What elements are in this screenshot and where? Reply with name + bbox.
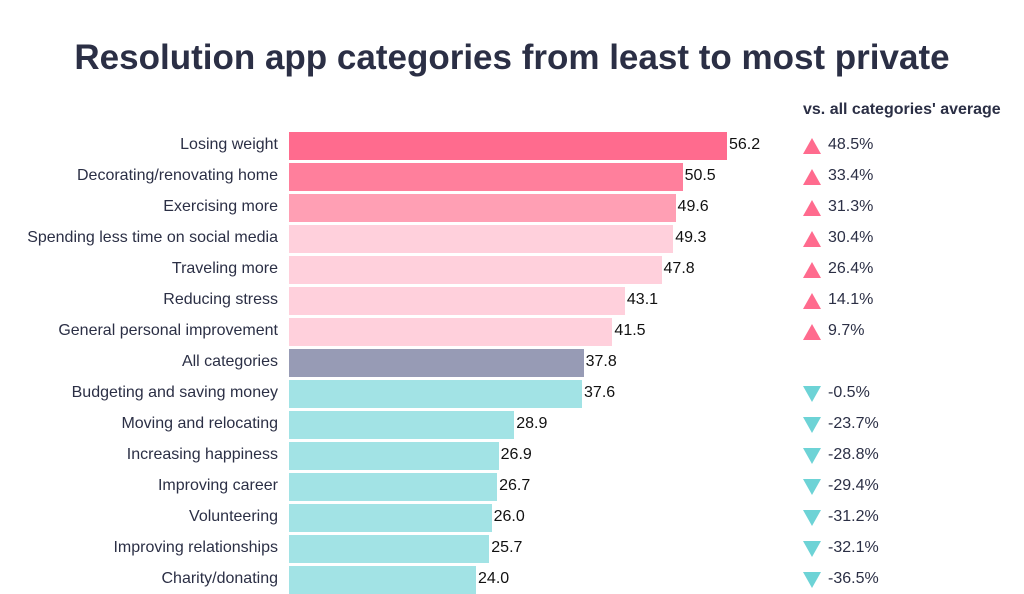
value-label: 49.3 bbox=[675, 229, 707, 246]
vs-average-label: 14.1% bbox=[828, 291, 874, 308]
vs-average-label: 30.4% bbox=[828, 229, 874, 246]
vs-average-label: 33.4% bbox=[828, 167, 874, 184]
value-label: 37.8 bbox=[585, 353, 617, 370]
up-triangle-icon bbox=[803, 293, 821, 309]
up-triangle-icon bbox=[803, 138, 821, 154]
value-label: 50.5 bbox=[684, 167, 716, 184]
bar bbox=[289, 132, 727, 160]
value-label: 43.1 bbox=[626, 291, 659, 308]
bar bbox=[289, 442, 499, 470]
bar bbox=[289, 318, 613, 346]
category-label: Decorating/renovating home bbox=[76, 167, 278, 184]
vs-average-label: 48.5% bbox=[828, 136, 874, 153]
down-triangle-icon bbox=[803, 541, 821, 557]
category-label: Improving relationships bbox=[113, 539, 278, 556]
category-label: All categories bbox=[181, 353, 278, 370]
bar bbox=[289, 194, 676, 222]
up-triangle-icon bbox=[803, 262, 821, 278]
category-label: Losing weight bbox=[180, 136, 278, 153]
category-label: Charity/donating bbox=[161, 570, 278, 587]
value-label: 24.0 bbox=[478, 570, 510, 587]
bar bbox=[289, 473, 498, 501]
category-label: General personal improvement bbox=[58, 322, 278, 339]
bar bbox=[289, 504, 492, 532]
value-label: 26.7 bbox=[499, 477, 531, 494]
vs-average-label: 9.7% bbox=[828, 322, 865, 339]
bar bbox=[289, 349, 584, 377]
bar bbox=[289, 287, 625, 315]
vs-average-label: -32.1% bbox=[828, 539, 879, 556]
value-label: 37.6 bbox=[584, 384, 616, 401]
category-label: Moving and relocating bbox=[121, 415, 278, 432]
down-triangle-icon bbox=[803, 386, 821, 402]
category-label: Improving career bbox=[157, 477, 278, 494]
category-label: Budgeting and saving money bbox=[71, 384, 278, 401]
value-label: 56.2 bbox=[729, 136, 761, 153]
value-label: 49.6 bbox=[677, 198, 709, 215]
category-label: Traveling more bbox=[171, 260, 278, 277]
category-label: Exercising more bbox=[163, 198, 278, 215]
down-triangle-icon bbox=[803, 417, 821, 433]
value-label: 41.5 bbox=[614, 322, 646, 339]
vs-average-label: -0.5% bbox=[828, 384, 870, 401]
vs-average-label: 26.4% bbox=[828, 260, 874, 277]
up-triangle-icon bbox=[803, 200, 821, 216]
category-label: Increasing happiness bbox=[126, 446, 278, 463]
category-label: Spending less time on social media bbox=[27, 229, 278, 246]
vs-average-label: -23.7% bbox=[828, 415, 879, 432]
down-triangle-icon bbox=[803, 572, 821, 588]
value-label: 26.0 bbox=[493, 508, 525, 525]
chart-title: Resolution app categories from least to … bbox=[74, 38, 950, 77]
category-label: Volunteering bbox=[189, 508, 278, 525]
value-label: 47.8 bbox=[663, 260, 695, 277]
bar bbox=[289, 566, 477, 594]
vs-average-label: -28.8% bbox=[828, 446, 879, 463]
bar bbox=[289, 163, 683, 191]
vs-average-label: -29.4% bbox=[828, 477, 879, 494]
vs-average-label: -31.2% bbox=[828, 508, 879, 525]
up-triangle-icon bbox=[803, 169, 821, 185]
down-triangle-icon bbox=[803, 448, 821, 464]
bar bbox=[289, 535, 490, 563]
bar bbox=[289, 225, 674, 253]
bar bbox=[289, 411, 515, 439]
down-triangle-icon bbox=[803, 510, 821, 526]
bar bbox=[289, 380, 583, 408]
value-label: 28.9 bbox=[516, 415, 548, 432]
value-label: 26.9 bbox=[500, 446, 532, 463]
up-triangle-icon bbox=[803, 324, 821, 340]
vs-average-label: 31.3% bbox=[828, 198, 874, 215]
vs-average-label: -36.5% bbox=[828, 570, 879, 587]
category-label: Reducing stress bbox=[163, 291, 278, 308]
value-label: 25.7 bbox=[491, 539, 523, 556]
down-triangle-icon bbox=[803, 479, 821, 495]
comparison-header: vs. all categories' average bbox=[803, 101, 1001, 118]
up-triangle-icon bbox=[803, 231, 821, 247]
bar bbox=[289, 256, 662, 284]
